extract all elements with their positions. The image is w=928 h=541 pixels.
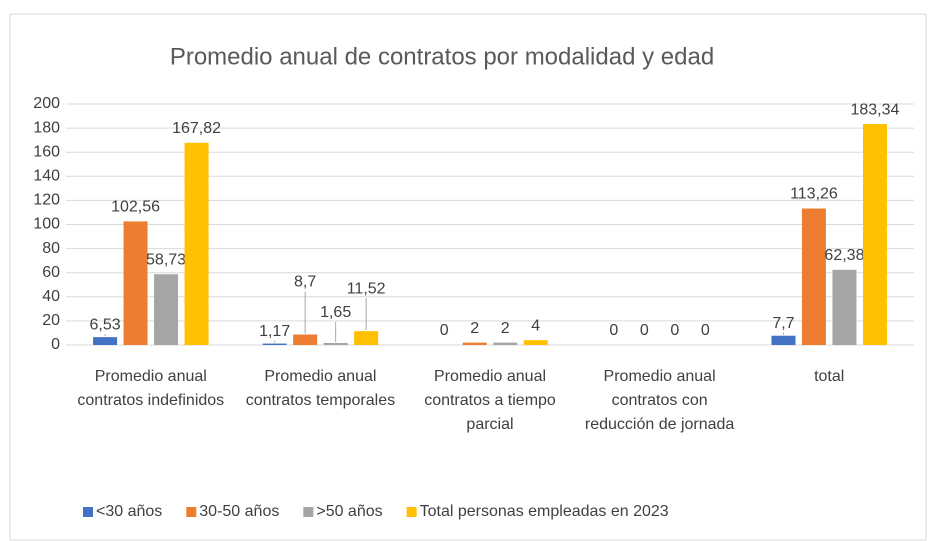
data-label: 11,52 <box>347 280 386 297</box>
x-tick-label: Promedio anual contratos con reducción de … <box>585 368 735 433</box>
data-label: 62,38 <box>824 247 864 264</box>
y-tick-label: 140 <box>33 168 60 185</box>
y-tick-label: 60 <box>42 264 60 281</box>
data-label: 183,34 <box>850 101 899 118</box>
y-tick-label: 40 <box>42 288 60 305</box>
data-label: 0 <box>640 322 649 339</box>
bar <box>771 335 796 345</box>
bar <box>801 208 826 345</box>
data-label: 0 <box>670 322 679 339</box>
bar <box>354 331 379 345</box>
legend-label: Total personas empleadas en 2023 <box>420 503 669 520</box>
data-label: 113,26 <box>790 186 838 203</box>
bar <box>184 142 209 345</box>
data-label: 0 <box>609 322 618 339</box>
x-tick-label: Promedio anual contratos indefinidos <box>77 368 224 409</box>
data-label: 0 <box>701 322 710 339</box>
y-tick-label: 100 <box>33 216 60 233</box>
bar <box>262 343 287 345</box>
x-tick-label: Promedio anual contratos a tiempo parcial <box>424 368 556 433</box>
data-label: 7,7 <box>772 315 794 332</box>
legend-label: <30 años <box>96 503 162 520</box>
bar <box>154 274 179 345</box>
y-tick-label: 80 <box>42 240 60 257</box>
bar <box>832 269 857 345</box>
y-tick-label: 200 <box>33 95 60 112</box>
data-label: 167,82 <box>172 120 221 137</box>
data-label: 6,53 <box>89 316 120 333</box>
bar <box>123 221 148 345</box>
data-label: 4 <box>531 317 540 334</box>
bar <box>462 342 487 345</box>
y-tick-label: 160 <box>33 143 60 160</box>
data-label: 1,65 <box>320 304 351 321</box>
legend-swatch <box>83 507 93 517</box>
bar <box>323 343 348 345</box>
data-label: 0 <box>440 322 449 339</box>
bar <box>93 337 118 345</box>
legend-label: >50 años <box>316 503 382 520</box>
data-label: 8,7 <box>294 274 316 291</box>
legend-swatch <box>186 507 197 517</box>
bar <box>523 340 548 345</box>
data-label: 2 <box>501 320 510 337</box>
x-tick-label: total <box>814 368 844 385</box>
data-label: 58,73 <box>146 251 186 268</box>
bar <box>862 124 887 345</box>
bar <box>293 334 318 345</box>
x-tick-label: Promedio anual contratos temporales <box>246 368 395 409</box>
data-label: 2 <box>470 320 479 337</box>
legend-label: 30-50 años <box>199 503 279 520</box>
bar <box>493 342 518 345</box>
y-tick-label: 180 <box>33 119 60 136</box>
chart-title: Promedio anual de contratos por modalida… <box>170 43 714 70</box>
y-tick-label: 0 <box>51 336 60 353</box>
data-label: 1,17 <box>259 323 290 340</box>
y-tick-label: 20 <box>42 312 60 329</box>
legend-swatch <box>406 507 417 517</box>
y-tick-label: 120 <box>33 192 60 209</box>
data-label: 102,56 <box>111 199 160 216</box>
legend-swatch <box>303 507 314 517</box>
